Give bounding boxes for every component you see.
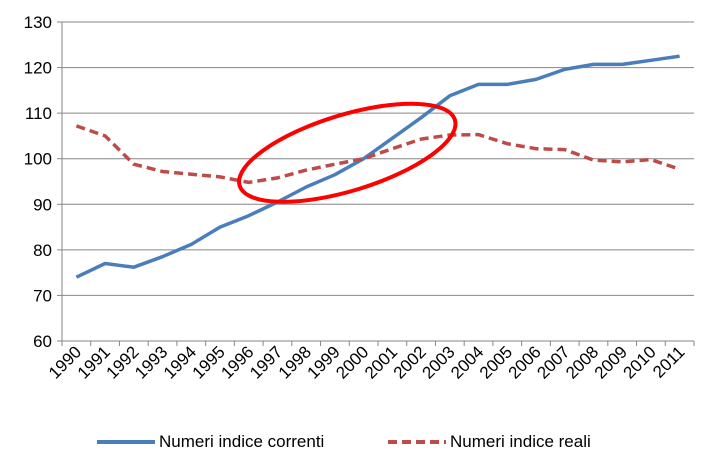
y-tick-label: 100 <box>24 150 52 169</box>
y-tick-label: 120 <box>24 59 52 78</box>
y-tick-label: 70 <box>33 286 52 305</box>
series-lines <box>75 54 681 279</box>
gridlines <box>62 21 694 296</box>
series-line-2 <box>75 124 681 185</box>
annotation-layer <box>237 101 458 204</box>
legend-item-series-2: Numeri indice reali <box>388 432 591 452</box>
axes <box>57 21 695 346</box>
annotation-ellipse <box>237 101 458 204</box>
x-axis-tick-labels: 1990199119921993199419951996199719981999… <box>45 342 688 382</box>
legend-item-series-1: Numeri indice correnti <box>97 432 324 452</box>
legend-swatch-solid <box>97 440 155 444</box>
legend-swatch-dashed <box>388 440 446 444</box>
line-chart: 60 70 80 90 100 110 120 130 1990199119921993199… <box>24 13 695 383</box>
y-tick-label: 130 <box>24 13 52 32</box>
y-axis-tick-labels: 60 70 80 90 100 110 120 130 <box>24 13 52 351</box>
series-line-1 <box>75 54 680 279</box>
y-tick-label: 60 <box>33 332 52 351</box>
y-tick-label: 90 <box>33 195 52 214</box>
y-tick-label: 80 <box>33 241 52 260</box>
legend: Numeri indice correnti Numeri indice rea… <box>0 432 712 458</box>
legend-label-series-2: Numeri indice reali <box>450 432 591 451</box>
legend-label-series-1: Numeri indice correnti <box>159 432 325 451</box>
y-tick-label: 110 <box>25 104 52 123</box>
x-tick-label: 2011 <box>649 342 688 381</box>
